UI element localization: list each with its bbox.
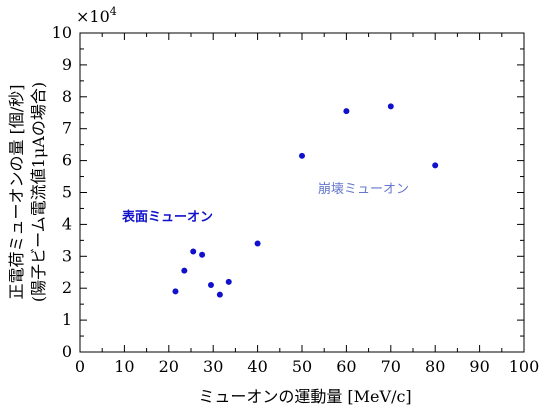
y-axis-label-line1: 正電荷ミューオンの量 [個/秒] [7, 85, 26, 300]
surface-muon-point [225, 278, 232, 285]
surface-muon-point [181, 267, 188, 274]
y-multiplier-exponent: 4 [110, 5, 117, 18]
axis-ticks: 0 10 20 30 40 50 60 70 80 90 100 0 1 2 3 4 5 6 7 8 9 10 [52, 23, 540, 376]
plot-axes [79, 32, 525, 353]
x-tick-label: 10 [114, 357, 134, 376]
surface-muon-point [172, 288, 179, 295]
y-tick-label: 1 [62, 310, 72, 329]
y-tick-label: 0 [62, 342, 72, 361]
surface-muon-point [254, 240, 261, 247]
x-tick-label: 30 [203, 357, 223, 376]
x-tick-label: 40 [247, 357, 267, 376]
x-tick-label: 100 [509, 357, 540, 376]
decay-muon-point [343, 108, 350, 115]
y-tick-label: 10 [52, 23, 72, 42]
y-tick-label: 3 [62, 246, 72, 265]
annotation-decay-muon: 崩壊ミューオン [318, 182, 409, 197]
annotation-surface-muon: 表面ミューオン [121, 209, 213, 225]
y-tick-label: 9 [62, 55, 72, 74]
surface-muon-point [216, 291, 223, 298]
y-tick-label: 2 [62, 278, 72, 297]
y-axis-label-line2: (陽子ビーム電流値1μAの場合) [29, 82, 48, 302]
x-tick-label: 90 [469, 357, 489, 376]
y-tick-label: 6 [62, 151, 72, 170]
x-tick-label: 50 [292, 357, 312, 376]
y-tick-label: 7 [62, 119, 72, 138]
y-tick-label: 4 [62, 214, 72, 233]
y-axis-multiplier: ×104 [76, 5, 117, 26]
surface-muon-point [190, 248, 197, 255]
surface-muon-point [207, 282, 214, 289]
y-tick-label: 5 [62, 183, 72, 202]
decay-muon-point [387, 103, 394, 110]
x-tick-label: 20 [159, 357, 179, 376]
x-tick-label: 60 [336, 357, 356, 376]
y-multiplier-base: ×10 [76, 7, 110, 26]
x-axis-label: ミューオンの運動量 [MeV/c] [198, 387, 411, 406]
plot-frame [79, 32, 525, 353]
decay-muon-point [299, 152, 305, 159]
y-tick-label: 8 [62, 87, 72, 106]
x-tick-label: 70 [381, 357, 401, 376]
decay-muon-point [432, 162, 439, 169]
data-points [172, 103, 439, 298]
x-tick-label: 80 [425, 357, 445, 376]
surface-muon-point [199, 251, 206, 258]
x-tick-label: 0 [75, 357, 85, 376]
